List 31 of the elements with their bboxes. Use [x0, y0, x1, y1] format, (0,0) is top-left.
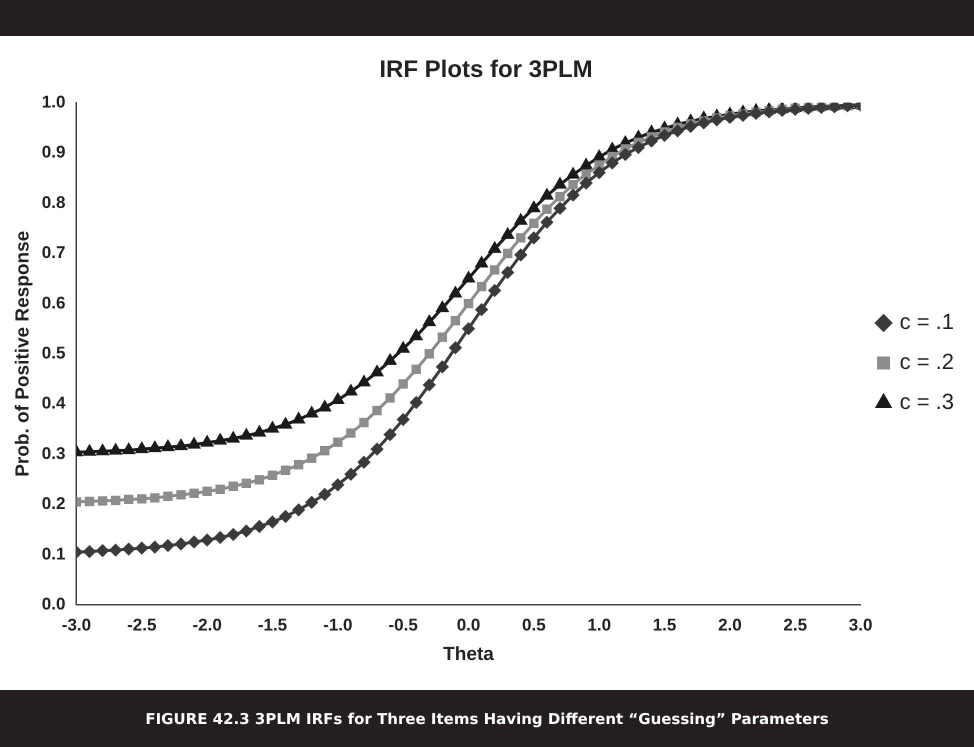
y-tick-label: 0.1: [42, 544, 66, 564]
x-tick-label: 2.0: [718, 616, 742, 635]
y-tick-label: 0.2: [42, 494, 66, 514]
y-tick-label: 0.0: [42, 594, 66, 614]
y-tick-label: 0.3: [42, 444, 66, 463]
x-tick-label: -3.0: [62, 616, 92, 635]
y-tick-label: 0.6: [42, 293, 66, 312]
x-tick-label: -0.5: [388, 616, 418, 635]
x-tick-label: 3.0: [848, 616, 872, 635]
x-tick-label: 2.5: [783, 616, 808, 635]
y-tick-label: 0.7: [42, 243, 66, 262]
x-tick-label: 0.0: [456, 616, 480, 635]
x-axis-title: Theta: [443, 644, 494, 665]
x-tick-label: 0.5: [522, 616, 546, 635]
y-tick-label: 1.0: [42, 92, 66, 112]
y-axis-title: Prob. of Positive Response: [12, 230, 34, 477]
y-tick-label: 0.8: [42, 192, 66, 212]
y-tick-label: 0.4: [42, 394, 66, 413]
y-tick-label: 0.5: [42, 343, 66, 362]
y-tick-label: 0.9: [42, 142, 66, 162]
x-tick-label: 1.5: [652, 616, 676, 635]
x-tick-label: -2.5: [127, 616, 156, 635]
x-tick-label: 1.0: [587, 616, 612, 635]
x-tick-label: -1.5: [258, 616, 288, 635]
x-tick-label: -1.0: [323, 616, 352, 635]
chart-title: IRF Plots for 3PLM: [379, 56, 593, 84]
x-tick-label: -2.0: [192, 616, 222, 635]
legend-label: c = .2: [900, 349, 954, 374]
caption: FIGURE 42.3 3PLM IRFs for Three Items Having Different “Guessing” Parameters: [0, 690, 974, 747]
legend-label: c = .3: [900, 389, 954, 414]
legend-label: c = .1: [900, 309, 954, 334]
